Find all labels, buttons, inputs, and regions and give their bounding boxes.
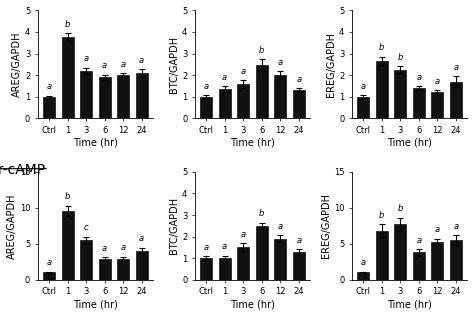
- Text: b: b: [379, 211, 384, 220]
- Text: a: a: [120, 243, 126, 252]
- Bar: [413, 252, 425, 280]
- Bar: [293, 90, 305, 118]
- Y-axis label: BTC/GAPDH: BTC/GAPDH: [169, 197, 179, 254]
- Bar: [219, 89, 231, 118]
- Bar: [117, 75, 129, 118]
- X-axis label: Time (hr): Time (hr): [230, 299, 275, 309]
- Bar: [200, 258, 212, 280]
- Text: b: b: [398, 53, 403, 62]
- Text: a: a: [139, 234, 144, 243]
- Bar: [237, 84, 249, 118]
- Text: b: b: [398, 204, 403, 213]
- Text: a: a: [241, 66, 246, 76]
- Text: a: a: [435, 77, 440, 86]
- Bar: [136, 251, 148, 280]
- Text: a: a: [361, 258, 366, 267]
- Bar: [376, 231, 388, 280]
- Bar: [274, 75, 286, 118]
- Text: b: b: [259, 46, 264, 55]
- Text: a: a: [278, 58, 283, 67]
- Text: b: b: [259, 209, 264, 218]
- Bar: [431, 92, 443, 118]
- Y-axis label: BTC/GAPDH: BTC/GAPDH: [169, 36, 179, 93]
- Bar: [413, 88, 425, 118]
- Bar: [450, 82, 462, 118]
- Y-axis label: AREG/GAPDH: AREG/GAPDH: [12, 32, 22, 97]
- Text: a: a: [102, 61, 107, 70]
- Text: a: a: [46, 258, 52, 267]
- Bar: [80, 71, 92, 118]
- Text: a: a: [222, 73, 227, 82]
- Text: a: a: [204, 82, 209, 91]
- Text: a: a: [416, 73, 421, 82]
- Bar: [431, 242, 443, 280]
- X-axis label: Time (hr): Time (hr): [387, 299, 432, 309]
- Text: a: a: [416, 236, 421, 245]
- Bar: [62, 211, 73, 280]
- X-axis label: Time (hr): Time (hr): [73, 299, 118, 309]
- Bar: [200, 97, 212, 118]
- X-axis label: Time (hr): Time (hr): [387, 137, 432, 148]
- X-axis label: Time (hr): Time (hr): [73, 137, 118, 148]
- Y-axis label: EREG/GAPDH: EREG/GAPDH: [321, 193, 331, 258]
- Text: a: a: [435, 225, 440, 234]
- Bar: [357, 97, 369, 118]
- Text: c: c: [84, 223, 89, 232]
- Bar: [80, 240, 92, 280]
- Bar: [62, 37, 73, 118]
- Y-axis label: EREG/GAPDH: EREG/GAPDH: [326, 32, 336, 97]
- Text: a: a: [120, 60, 126, 69]
- Text: b: b: [65, 192, 70, 201]
- Bar: [255, 226, 268, 280]
- Bar: [376, 61, 388, 118]
- Bar: [43, 97, 55, 118]
- Bar: [219, 258, 231, 280]
- Bar: [136, 73, 148, 118]
- Text: a: a: [453, 63, 458, 72]
- Text: a: a: [296, 236, 301, 245]
- Bar: [99, 259, 110, 280]
- Bar: [43, 272, 55, 280]
- Text: a: a: [83, 54, 89, 63]
- Bar: [99, 77, 110, 118]
- Bar: [357, 272, 369, 280]
- Bar: [394, 70, 406, 118]
- Text: a: a: [278, 222, 283, 231]
- Text: a: a: [46, 82, 52, 91]
- Text: a: a: [361, 82, 366, 91]
- Text: a: a: [204, 243, 209, 252]
- Text: a: a: [453, 222, 458, 231]
- Bar: [293, 252, 305, 280]
- Text: a: a: [102, 244, 107, 253]
- Bar: [117, 259, 129, 280]
- X-axis label: Time (hr): Time (hr): [230, 137, 275, 148]
- Bar: [237, 247, 249, 280]
- Bar: [394, 224, 406, 280]
- Bar: [274, 239, 286, 280]
- Text: 8-Br-cAMP: 8-Br-cAMP: [0, 163, 45, 177]
- Bar: [450, 240, 462, 280]
- Y-axis label: AREG/GAPDH: AREG/GAPDH: [7, 193, 17, 258]
- Text: b: b: [379, 44, 384, 52]
- Text: a: a: [222, 242, 227, 251]
- Text: a: a: [139, 56, 144, 65]
- Bar: [255, 65, 268, 118]
- Text: b: b: [65, 20, 70, 29]
- Text: a: a: [296, 75, 301, 84]
- Text: a: a: [241, 230, 246, 239]
